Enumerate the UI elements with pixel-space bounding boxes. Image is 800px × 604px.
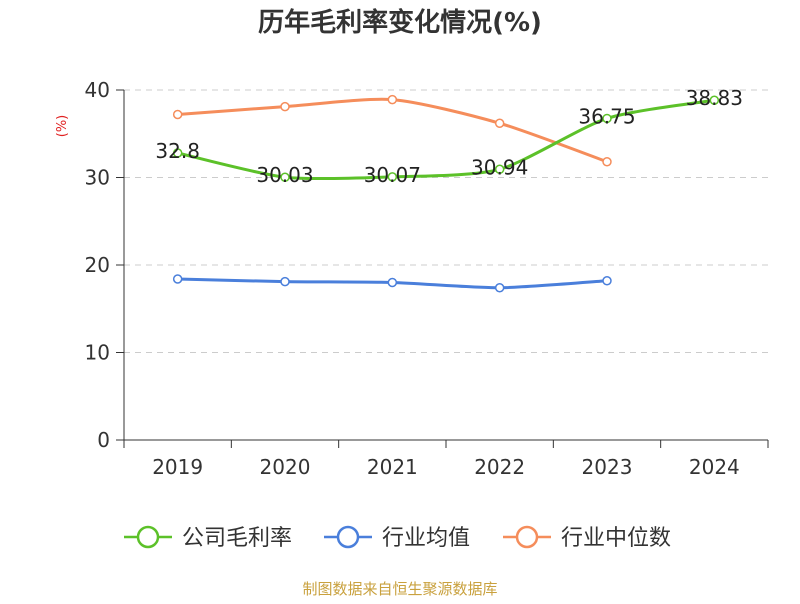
data-label: 30.94 [471,155,528,179]
x-tick-label: 2021 [367,455,418,479]
data-point [494,164,505,175]
series-line [177,97,608,164]
series-lines [172,94,720,293]
y-tick-label: 0 [97,428,110,452]
data-point [387,172,398,182]
data-point [387,277,398,288]
legend-label: 行业均值 [382,526,470,551]
data-labels: 32.8 30.03 30.07 30.94 36.75 38.83 [155,86,743,187]
legend-swatch-marker [515,525,539,549]
data-point [172,274,183,284]
data-point [280,172,290,182]
legend: 公司毛利率 行业均值 行业中位数 [124,525,671,551]
x-tick-label: 2023 [582,455,633,479]
data-point [709,95,720,105]
series-line [177,98,715,181]
data-point [602,276,612,286]
y-tick-label: 20 [85,253,110,277]
data-point [387,94,398,105]
chart-title: 历年毛利率变化情况(%) [258,7,542,38]
data-point [172,109,183,120]
data-point [280,276,290,287]
x-tick-label: 2024 [689,455,740,479]
y-axis-label: (%) [55,115,70,138]
source-note: 制图数据来自恒生聚源数据库 [302,580,497,598]
axes: 0 10 20 30 40 2019 2020 2021 2022 2023 2024 [85,78,769,479]
legend-label: 公司毛利率 [182,526,292,551]
x-tick-label: 2019 [152,455,203,479]
data-point [494,118,505,128]
y-tick-label: 10 [85,341,110,365]
x-tick-label: 2022 [474,455,525,479]
y-tick-label: 40 [85,78,110,102]
x-tick-label: 2020 [260,455,311,479]
legend-swatch-marker [136,525,160,549]
data-point [494,283,505,293]
gridlines [124,89,768,353]
data-label: 30.07 [364,163,421,187]
data-label: 36.75 [578,104,635,128]
data-label: 30.03 [256,163,313,187]
data-point [172,148,183,158]
data-label: 38.83 [686,86,743,110]
data-point [602,113,612,124]
data-label: 32.8 [155,139,200,163]
data-point [602,157,612,167]
data-point [280,101,290,112]
legend-swatch-marker [336,525,360,549]
y-tick-label: 30 [85,166,110,190]
legend-label: 行业中位数 [561,526,671,551]
